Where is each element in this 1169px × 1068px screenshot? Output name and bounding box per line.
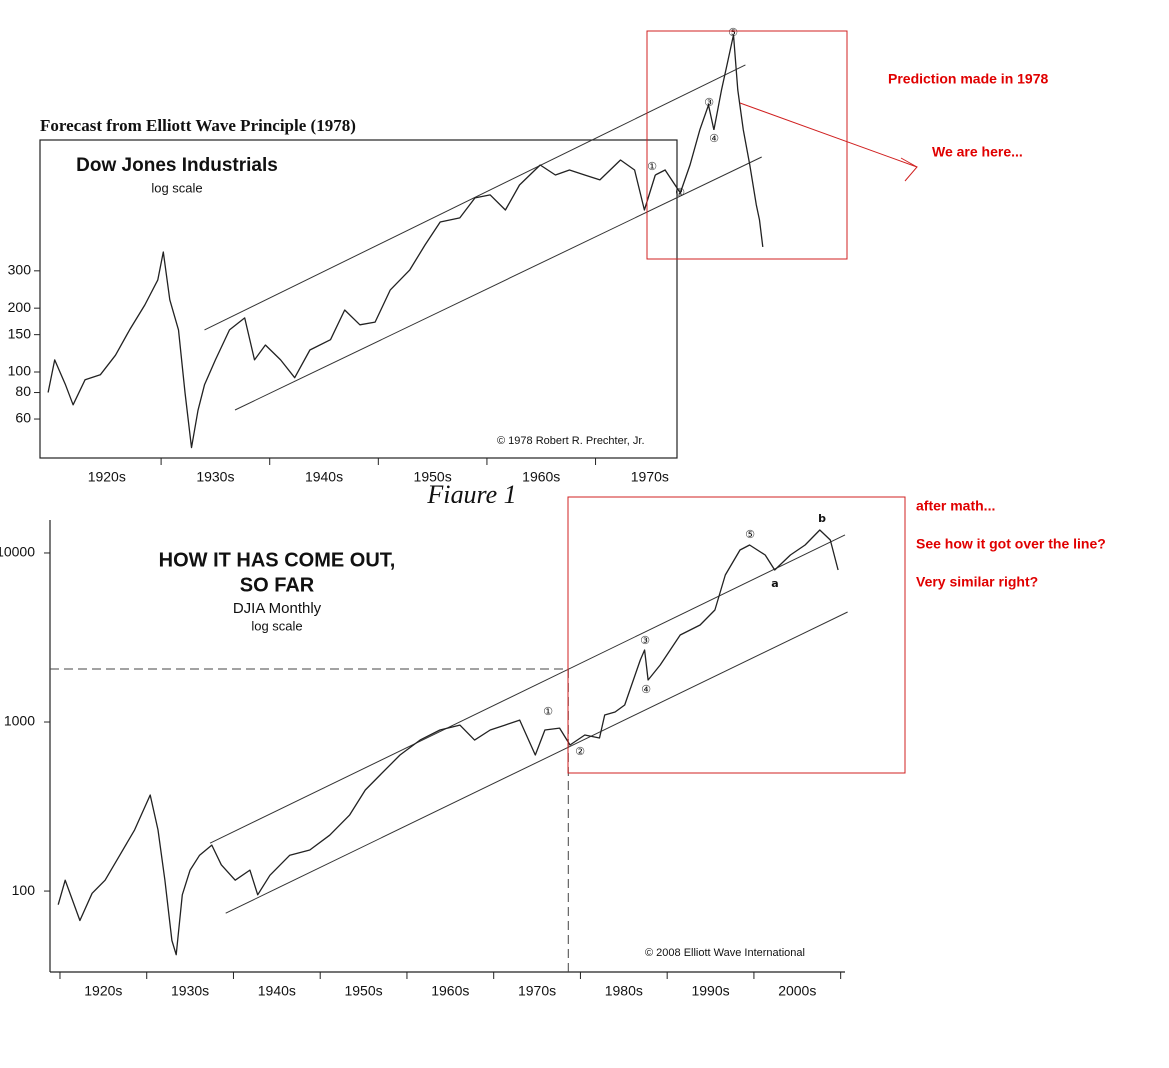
credit: © 1978 Robert R. Prechter, Jr. xyxy=(497,435,645,447)
wave-label: ① xyxy=(543,705,553,718)
x-tick-label: 1950s xyxy=(414,469,452,485)
subtitle: log scale xyxy=(251,618,302,633)
channel-line xyxy=(209,534,846,844)
highlight-box xyxy=(646,30,848,260)
wave-label: ⑤ xyxy=(745,528,755,541)
x-tick-label: 1920s xyxy=(88,469,126,485)
wave-label: b xyxy=(818,512,826,525)
y-tick-label: 60 xyxy=(15,410,31,426)
inner-title: Dow Jones Industrials xyxy=(76,155,278,176)
subtitle: DJIA Monthly xyxy=(233,600,322,617)
y-tick-label: 100 xyxy=(8,363,32,379)
y-tick-label: 1000 xyxy=(4,713,35,729)
annotation-note: Prediction made in 1978 xyxy=(888,71,1048,87)
wave-label: ④ xyxy=(709,132,719,145)
annotation-note: See how it got over the line? xyxy=(916,536,1106,552)
y-tick-label: 300 xyxy=(8,262,32,278)
wave-label: ② xyxy=(575,745,585,758)
y-tick-label: 100 xyxy=(12,882,36,898)
x-tick-label: 1990s xyxy=(691,983,729,999)
price-line xyxy=(47,159,656,449)
wave-label: ③ xyxy=(640,634,650,647)
arrow-head xyxy=(900,157,918,168)
x-tick-label: 1950s xyxy=(344,983,382,999)
cover xyxy=(0,503,906,1023)
cover xyxy=(0,1031,906,1068)
x-tick-label: 1920s xyxy=(84,983,122,999)
x-tick-label: 1960s xyxy=(522,469,560,485)
channel-line xyxy=(225,611,848,914)
wave-label: a xyxy=(771,577,778,590)
x-tick-label: 1930s xyxy=(196,469,234,485)
y-tick-label: 200 xyxy=(8,299,32,315)
overlay-line xyxy=(655,34,764,247)
x-tick-label: 1940s xyxy=(258,983,296,999)
wave-label: ① xyxy=(647,160,657,173)
wave-label: ⑤ xyxy=(728,26,738,39)
wave-label: ③ xyxy=(704,96,714,109)
annotation-note: Very similar right? xyxy=(916,574,1038,590)
annotation-note: after math... xyxy=(916,498,995,514)
x-tick-label: 1970s xyxy=(631,469,669,485)
x-tick-label: 1940s xyxy=(305,469,343,485)
highlight-box xyxy=(567,496,906,774)
credit: © 2008 Elliott Wave International xyxy=(645,947,805,959)
y-tick-label: 80 xyxy=(15,383,31,399)
annotation-note: We are here... xyxy=(932,144,1023,160)
price-line xyxy=(57,529,839,956)
y-tick-label: 150 xyxy=(8,325,32,341)
x-tick-label: 1930s xyxy=(171,983,209,999)
x-tick-label: 2000s xyxy=(778,983,816,999)
wave-label: ④ xyxy=(641,683,651,696)
chart-title: SO FAR xyxy=(240,574,315,596)
channel-line xyxy=(234,156,762,411)
x-tick-label: 1960s xyxy=(431,983,469,999)
wave-label: ② xyxy=(675,186,685,199)
chart-title: HOW IT HAS COME OUT, xyxy=(159,549,396,571)
subtitle: log scale xyxy=(151,180,202,195)
chart-title: Forecast from Elliott Wave Principle (19… xyxy=(40,116,356,135)
x-tick-label: 1980s xyxy=(605,983,643,999)
x-tick-label: 1970s xyxy=(518,983,556,999)
plot-frame xyxy=(39,139,678,459)
